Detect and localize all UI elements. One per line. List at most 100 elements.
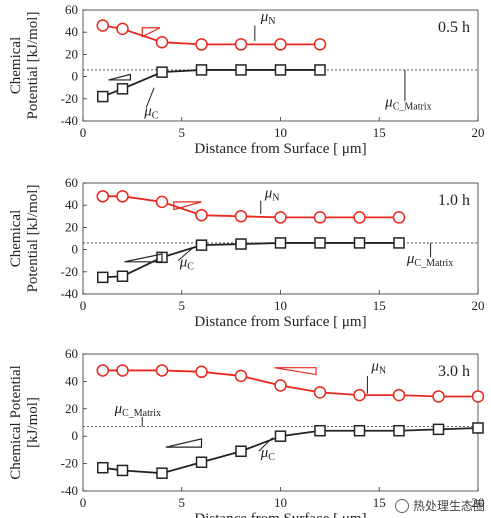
mu-c-matrix-annotation: μC_Matrix bbox=[406, 251, 453, 269]
x-tick-label: 15 bbox=[373, 495, 386, 510]
data-point-mu-c bbox=[195, 456, 208, 468]
time-label: 0.5 h bbox=[438, 19, 470, 36]
chart-panel-3: -40 -20 0 20 40 60 0 5 10 15 20 Distance from Surfa… bbox=[8, 346, 485, 518]
data-point-mu-c bbox=[116, 464, 129, 477]
data-point-mu-n bbox=[274, 379, 287, 392]
data-point-mu-n bbox=[234, 369, 248, 383]
x-tick-label: 0 bbox=[80, 298, 87, 313]
mu-c-leader bbox=[258, 437, 273, 452]
mu-c-matrix-annotation: μC_Matrix bbox=[384, 95, 431, 113]
data-point-mu-c bbox=[274, 430, 287, 442]
chart-panel-2: -40 -20 0 20 40 60 0 5 10 15 20 Distance from Surfa… bbox=[8, 175, 485, 330]
data-point-mu-c bbox=[432, 423, 445, 436]
data-point-mu-c bbox=[195, 64, 208, 76]
x-tick-label: 5 bbox=[179, 495, 186, 510]
data-point-mu-c bbox=[97, 271, 109, 284]
data-point-mu-c bbox=[235, 64, 247, 76]
slope-triangle-mu-c bbox=[124, 253, 163, 263]
mu-n-annotation: μN bbox=[264, 185, 280, 203]
slope-triangle-mu-n bbox=[141, 27, 161, 38]
y-tick-label: -40 bbox=[61, 113, 78, 128]
x-tick-label: 20 bbox=[472, 298, 485, 313]
x-tick-label: 10 bbox=[274, 495, 287, 510]
time-label: 1.0 h bbox=[438, 192, 470, 209]
y-tick-label: 0 bbox=[72, 428, 79, 443]
y-tick-label: 20 bbox=[65, 219, 78, 234]
data-point-mu-c bbox=[393, 237, 405, 249]
series-line-mu-c bbox=[102, 69, 320, 98]
data-point-mu-n bbox=[274, 211, 287, 224]
data-point-mu-n bbox=[195, 365, 208, 379]
data-point-mu-c bbox=[353, 237, 366, 249]
y-axis-label: Chemical Potential bbox=[8, 365, 24, 480]
y-axis-label: [kJ/mol] bbox=[25, 397, 41, 448]
mu-c-annotation: μC bbox=[143, 103, 159, 121]
data-point-mu-n bbox=[234, 210, 248, 223]
x-tick-label: 20 bbox=[472, 495, 485, 510]
data-point-mu-n bbox=[471, 390, 485, 403]
y-tick-label: 40 bbox=[65, 197, 78, 212]
mu-c-leader bbox=[145, 87, 155, 108]
mu-n-annotation: μN bbox=[260, 9, 276, 27]
chart-panel-1: -40 -20 0 20 40 60 0 5 10 15 20 Distance from Surfa… bbox=[8, 2, 485, 157]
slope-triangle-mu-c bbox=[165, 438, 203, 448]
data-point-mu-n bbox=[155, 364, 169, 377]
slope-triangle-mu-c bbox=[108, 73, 131, 81]
data-point-mu-c bbox=[97, 461, 109, 474]
data-point-mu-c bbox=[116, 270, 129, 282]
series-line-mu-n bbox=[102, 24, 320, 46]
x-axis-label: Distance from Surface [ μm] bbox=[194, 314, 366, 330]
data-point-mu-n bbox=[195, 208, 208, 222]
data-point-mu-c bbox=[156, 66, 168, 78]
x-axis-label: Distance from Surface [ μm] bbox=[194, 141, 366, 157]
y-axis-label: Chemical bbox=[8, 210, 24, 267]
y-tick-label: 60 bbox=[65, 175, 78, 190]
data-point-mu-c bbox=[195, 239, 208, 251]
data-point-mu-c bbox=[314, 64, 326, 76]
x-tick-label: 0 bbox=[80, 495, 87, 510]
data-point-mu-n bbox=[116, 190, 129, 203]
x-tick-label: 0 bbox=[80, 125, 87, 140]
x-tick-label: 15 bbox=[373, 125, 386, 140]
data-point-mu-c bbox=[274, 64, 287, 76]
data-point-mu-n bbox=[392, 211, 406, 224]
y-tick-label: 40 bbox=[65, 24, 78, 39]
data-point-mu-n bbox=[116, 364, 129, 377]
y-tick-label: 40 bbox=[65, 373, 78, 388]
data-point-mu-c bbox=[353, 424, 366, 437]
x-axis-label: Distance from Surface [ μm] bbox=[194, 511, 366, 518]
data-point-mu-n bbox=[313, 386, 327, 399]
slope-triangle-mu-n bbox=[274, 367, 317, 376]
y-axis-label: Potential [kJ/mol] bbox=[25, 12, 41, 120]
data-point-mu-n bbox=[96, 190, 109, 203]
data-point-mu-n bbox=[432, 390, 445, 403]
data-point-mu-n bbox=[155, 35, 169, 49]
series-line-mu-c bbox=[102, 427, 479, 475]
x-tick-label: 15 bbox=[373, 298, 386, 313]
watermark: 热处理生态圈 bbox=[394, 497, 485, 514]
y-tick-label: -40 bbox=[61, 286, 78, 301]
mu-c-matrix-annotation: μC_Matrix bbox=[114, 401, 161, 419]
data-point-mu-c bbox=[235, 238, 247, 250]
y-tick-label: 20 bbox=[65, 46, 78, 61]
x-tick-label: 20 bbox=[472, 125, 485, 140]
y-tick-label: 20 bbox=[65, 401, 78, 416]
data-point-mu-n bbox=[313, 38, 327, 51]
y-tick-label: -40 bbox=[61, 483, 78, 498]
data-point-mu-n bbox=[353, 388, 366, 402]
slope-triangle-mu-n bbox=[173, 201, 202, 211]
y-axis-label: Chemical bbox=[8, 37, 24, 94]
x-tick-label: 5 bbox=[179, 298, 186, 313]
x-tick-label: 10 bbox=[274, 298, 287, 313]
watermark-text: 热处理生态圈 bbox=[412, 499, 485, 513]
data-point-mu-n bbox=[96, 364, 109, 377]
y-tick-label: -20 bbox=[61, 456, 78, 471]
y-tick-label: 60 bbox=[65, 346, 78, 361]
wechat-icon bbox=[394, 498, 409, 513]
data-point-mu-c bbox=[274, 237, 287, 249]
data-point-mu-n bbox=[313, 211, 327, 224]
data-point-mu-n bbox=[116, 22, 129, 36]
data-point-mu-n bbox=[155, 195, 169, 209]
mu-n-annotation: μN bbox=[370, 358, 386, 376]
